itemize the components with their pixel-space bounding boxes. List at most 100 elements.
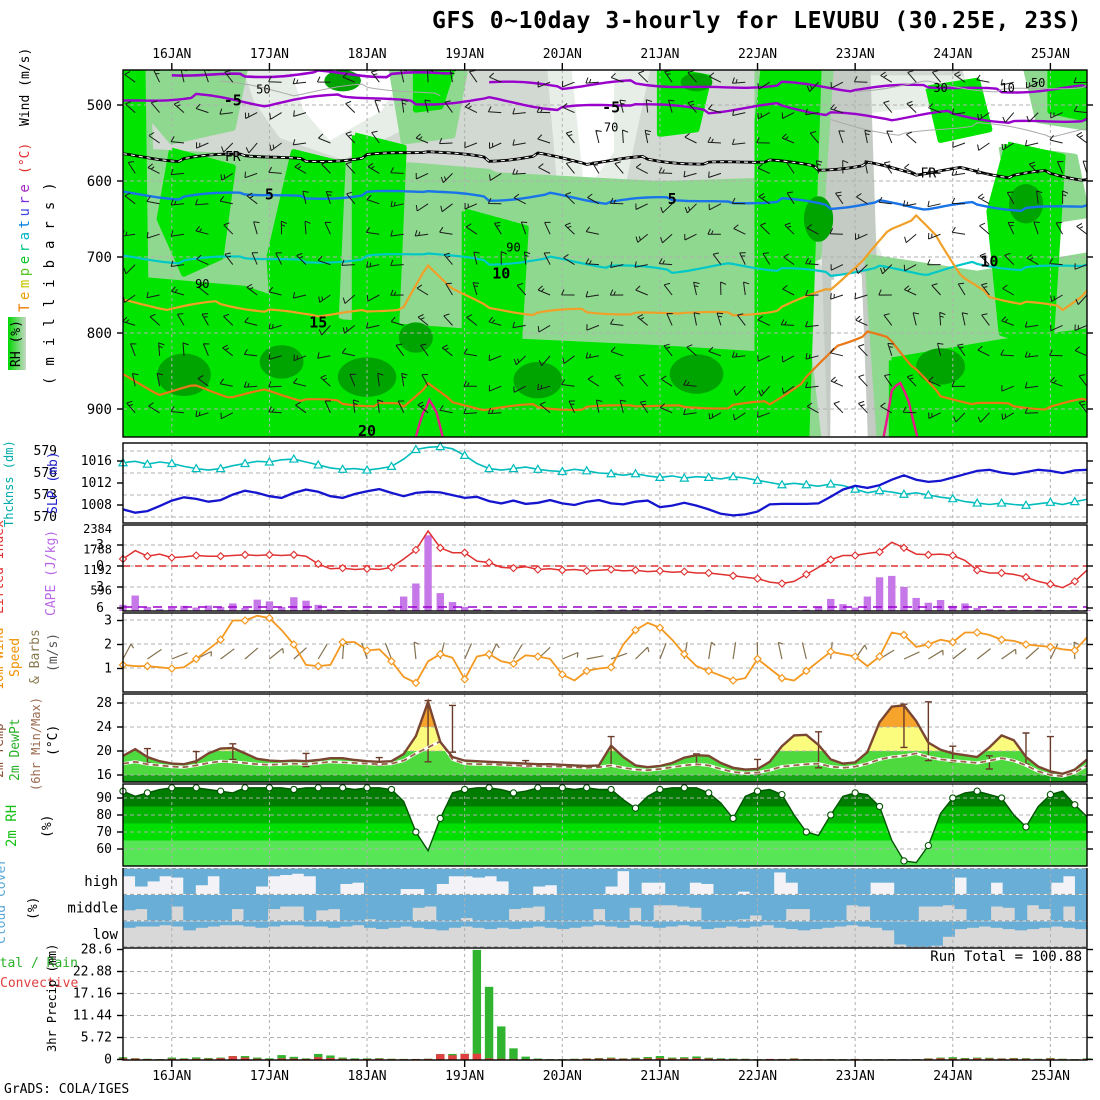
rh2m-pct-axis-label: (%) (40, 814, 55, 838)
cloud-panel: high middle low (67, 868, 1088, 948)
contour-label: FR (225, 150, 241, 165)
surface-wind-barbs (122, 641, 1079, 660)
total-rain-label: Total / Rain (0, 956, 78, 971)
date-label-bottom: 23JAN (836, 1069, 875, 1084)
temperature-letter: m (17, 276, 33, 289)
stability-panel: -3 0 3 6 2384 1788 1192 596 (83, 522, 1093, 616)
rh-axis-label: RH (%) (8, 317, 26, 370)
upper-air-panel: -5 -5 50 50 70 30 10 FR FR 5 5 10 10 15 20 90 90 500 600 70… (87, 69, 1093, 440)
precip-tick: 28.6 (81, 943, 112, 958)
date-label-top: 17JAN (250, 47, 289, 62)
wind-tick: 1 (104, 662, 112, 677)
barbs-axis-label: & Barbs (28, 629, 43, 684)
rh2m-axis-label: 2m RH (4, 804, 20, 847)
date-label-bottom: 21JAN (640, 1069, 679, 1084)
temperature-letter: e (17, 252, 33, 265)
thickness-tick: 579 (34, 444, 57, 459)
temperature-letter: e (17, 180, 33, 193)
li-tick: 6 (96, 601, 104, 616)
temp-tick: 24 (96, 720, 112, 735)
pressure-tick: 700 (87, 250, 112, 266)
date-label-top: 25JAN (1031, 47, 1070, 62)
contour-label: 90 (506, 240, 520, 254)
date-label-top: 16JAN (152, 47, 191, 62)
contour-label: FR (921, 167, 937, 182)
contour-label: 90 (195, 277, 209, 291)
precip-tick: 22.88 (73, 965, 112, 980)
temperature-letter: a (17, 228, 33, 241)
date-label-bottom: 24JAN (933, 1069, 972, 1084)
contour-label: 50 (1031, 76, 1045, 90)
contour-label: 20 (358, 422, 376, 440)
date-label-bottom: 19JAN (445, 1069, 484, 1084)
contour-label: 5 (265, 186, 274, 204)
slp-tick: 1008 (81, 498, 112, 513)
contour-label: 15 (309, 313, 327, 331)
convective-label: Convective (0, 976, 79, 991)
temperature-letter: r (17, 240, 33, 253)
run-total-text: Run Total = 100.88 (930, 949, 1082, 965)
minmax-axis-label: (6hr Min/Max) (29, 697, 43, 791)
temperature-letter: r (17, 192, 33, 205)
temperature-letter: p (17, 264, 33, 277)
pressure-tick: 800 (87, 326, 112, 342)
contour-label: 10 (492, 265, 510, 283)
chart-title: GFS 0~10day 3-hourly for LEVUBU (30.25E,… (432, 8, 1083, 34)
cloud-level-label: low (93, 927, 119, 943)
upper-wind-axis-label: Wind (m/s) (18, 47, 33, 126)
precip-tick: 5.72 (81, 1031, 112, 1046)
date-label-top: 24JAN (933, 47, 972, 62)
slp-thickness-panel: 579 576 573 570 1016 1012 1008 (34, 441, 1093, 525)
cloud-level-label: high (84, 874, 118, 890)
cape-tick: 596 (90, 583, 112, 597)
rh-tick: 70 (96, 825, 112, 840)
rh-tick: 90 (96, 791, 112, 806)
slp-tick: 1016 (81, 454, 112, 469)
degc2-axis-label: (°C) (46, 724, 61, 756)
cape-tick: 1788 (83, 542, 112, 556)
temperature-letter: e (17, 288, 33, 301)
contour-label: 50 (256, 82, 270, 96)
millibars-axis-label: (millibars) (42, 171, 58, 385)
cloud-cover-axis-label: Cloud Cover (0, 857, 9, 944)
rh-tick: 60 (96, 842, 112, 857)
contour-label: -5 (602, 98, 620, 116)
rh2m-panel: 60 70 80 90 (96, 783, 1093, 867)
cloud-pct-axis-label: (%) (26, 896, 41, 920)
wind-tick: 3 (104, 614, 112, 629)
temp-tick: 20 (96, 744, 112, 759)
thickness-axis-label-2: Thcknss (dm) (2, 440, 16, 527)
cape-tick: 1192 (83, 563, 112, 577)
date-label-bottom: 20JAN (543, 1069, 582, 1084)
date-label-bottom: 22JAN (738, 1069, 777, 1084)
thickness-tick: 576 (34, 466, 57, 481)
pressure-tick: 600 (87, 174, 112, 190)
slp-tick: 1012 (81, 476, 112, 491)
date-label-bottom: 18JAN (347, 1069, 386, 1084)
rh-tick: 80 (96, 808, 112, 823)
thickness-tick: 570 (34, 510, 57, 525)
temperature-axis-label: Temperature (17, 181, 33, 312)
li-tick: -3 (88, 538, 104, 553)
date-label-bottom: 25JAN (1031, 1069, 1070, 1084)
date-label-top: 22JAN (738, 47, 777, 62)
cape-tick: 2384 (83, 522, 112, 536)
cloud-level-label: middle (67, 901, 118, 917)
date-label-top: 23JAN (836, 47, 875, 62)
li-tick: 0 (96, 559, 104, 574)
lifted-index-axis-label: Lifted Index (0, 520, 7, 614)
temperature-letter: u (17, 204, 33, 217)
date-label-top: 21JAN (640, 47, 679, 62)
pressure-tick: 500 (87, 98, 112, 114)
contour-label: 70 (604, 120, 618, 134)
temp-tick: 16 (96, 768, 112, 783)
upper-wind-barbs (123, 70, 1087, 423)
precip-panel: 0 5.72 11.44 17.16 22.88 28.6 16JAN 17JAN 18JAN 1… (73, 943, 1093, 1084)
upper-degc-axis-label: (°C) (18, 142, 33, 174)
date-label-top: 20JAN (543, 47, 582, 62)
contour-label: 30 (933, 81, 947, 95)
contour-label: 10 (1000, 81, 1014, 95)
precip-axis-label: 3hr Precip (mm) (45, 943, 59, 1052)
